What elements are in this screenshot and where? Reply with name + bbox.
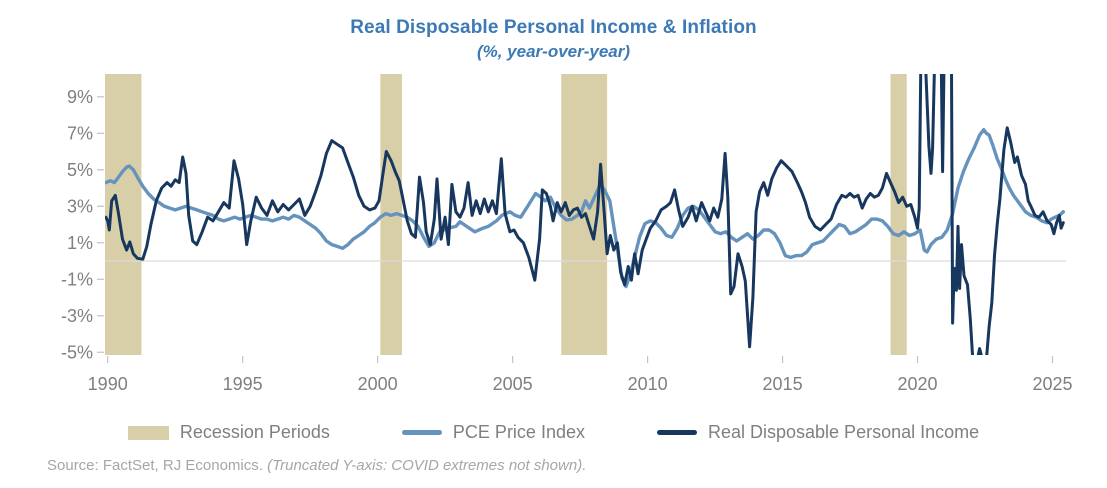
y-tick-label: 1% xyxy=(67,233,93,253)
x-tick-label: 2020 xyxy=(898,374,938,394)
legend: Recession Periods PCE Price Index Real Dis… xyxy=(0,422,1107,443)
line-swatch-icon xyxy=(401,430,442,435)
rdpi-line xyxy=(105,74,1065,355)
legend-item-real-disposable-personal-income: Real Disposable Personal Income xyxy=(656,422,980,443)
y-tick-label: -1% xyxy=(61,269,93,289)
legend-item-pce-price-index: PCE Price Index xyxy=(401,422,585,443)
x-tick-label: 2000 xyxy=(358,374,398,394)
y-tick-label: -3% xyxy=(61,306,93,326)
legend-label: Recession Periods xyxy=(179,422,330,442)
line-swatch-icon xyxy=(656,430,697,435)
x-tick-label: 1990 xyxy=(88,374,128,394)
chart-svg: 9% 7% 5% 3% 1% -1% -3% -5% 1990 1995 2000 2005 2010 2… xyxy=(61,74,1073,394)
y-tick-label: 5% xyxy=(67,160,93,180)
pce-line xyxy=(105,127,1066,289)
source-line: Source: FactSet, RJ Economics. (Truncate… xyxy=(47,457,586,474)
y-tick-label: 7% xyxy=(67,123,93,143)
y-tick-label: -5% xyxy=(61,342,93,362)
chart-subtitle: (%, year-over-year) xyxy=(476,41,631,61)
x-tick-label: 2005 xyxy=(493,374,533,394)
legend-label: Real Disposable Personal Income xyxy=(707,422,980,442)
y-tick-label: 3% xyxy=(67,196,93,216)
legend-label: PCE Price Index xyxy=(452,422,585,442)
source-note: (Truncated Y-axis: COVID extremes not sh… xyxy=(267,457,587,474)
x-tick-label: 2010 xyxy=(628,374,668,394)
recession-band xyxy=(890,74,907,355)
x-tick-label: 2015 xyxy=(763,374,803,394)
source-text: Source: FactSet, RJ Economics. xyxy=(47,457,268,474)
recession-swatch-icon xyxy=(127,425,169,440)
y-tick-label: 9% xyxy=(67,87,93,107)
chart-title: Real Disposable Personal Income & Inflat… xyxy=(350,17,757,38)
title-block: Real Disposable Personal Income & Inflat… xyxy=(0,16,1107,62)
x-tick-label: 1995 xyxy=(223,374,263,394)
x-tick-label: 2025 xyxy=(1032,374,1072,394)
legend-item-recession-periods: Recession Periods xyxy=(127,422,330,443)
